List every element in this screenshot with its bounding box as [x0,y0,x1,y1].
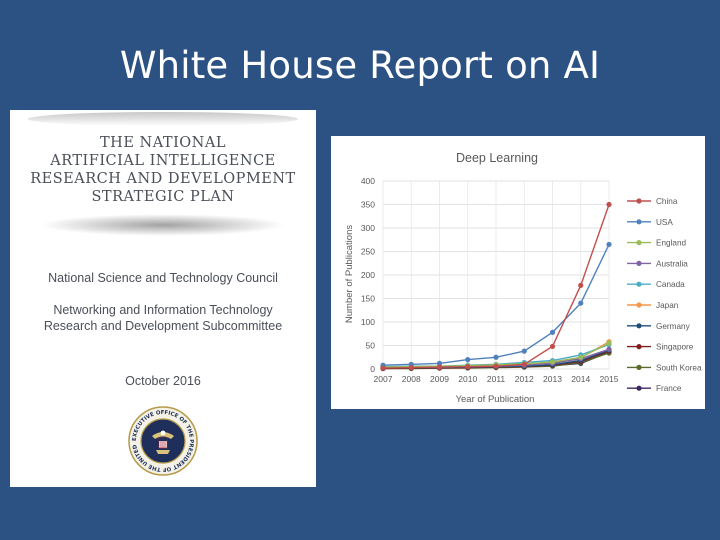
x-tick-label: 2014 [571,374,590,384]
legend-swatch-marker [636,302,642,308]
data-point [465,364,471,370]
data-point [521,348,527,354]
y-tick-label: 150 [361,294,375,304]
legend-entry: Germany [656,322,691,331]
legend-swatch-marker [636,219,642,225]
data-point [606,340,612,346]
x-tick-label: 2007 [374,374,393,384]
data-point [380,365,386,371]
y-tick-label: 400 [361,176,375,186]
legend-swatch-marker [636,198,642,204]
x-tick-label: 2013 [543,374,562,384]
legend-entry: South Korea [656,363,702,372]
data-point [549,329,556,335]
data-point [549,359,556,365]
data-point [493,363,499,369]
legend-entry: Australia [656,259,688,268]
legend-entry: China [656,197,678,206]
y-tick-label: 100 [361,317,375,327]
legend-entry: USA [656,218,673,227]
legend-swatch-marker [636,260,642,266]
legend-swatch-marker [636,385,642,391]
legend-entry: France [656,384,682,393]
y-tick-label: 250 [361,247,375,257]
chart-title: Deep Learning [456,151,538,165]
data-point [436,364,443,370]
slide-title: White House Report on AI [119,44,601,87]
cover-shadow-bottom [40,214,286,236]
x-axis-label: Year of Publication [456,394,535,405]
y-axis-label: Number of Publications [344,225,355,323]
subcommittee-name: Networking and Information Technology Re… [10,302,316,334]
data-point [549,343,556,350]
y-tick-label: 200 [361,270,375,280]
presidential-seal-icon: EXECUTIVE OFFICE OF THE PRESIDENT OF THE… [128,406,198,476]
data-point [578,300,584,306]
report-date: October 2016 [125,374,201,388]
subcommittee-line: Research and Development Subcommittee [43,319,283,333]
cover-title-line: RESEARCH AND DEVELOPMENT [30,171,296,187]
data-point [578,354,584,360]
legend-entry: England [656,239,686,248]
x-tick-label: 2015 [600,374,619,384]
data-point [606,201,612,208]
data-point [436,360,443,366]
x-tick-label: 2011 [487,374,506,384]
data-point [493,354,499,360]
legend-entry: Singapore [656,343,694,352]
legend-entry: Japan [656,301,679,310]
y-tick-label: 300 [361,223,375,233]
legend-entry: Canada [656,280,685,289]
cover-title-line: THE NATIONAL [100,135,226,151]
y-tick-label: 50 [366,341,376,351]
legend-swatch-marker [636,344,642,350]
legend-swatch-marker [636,281,642,287]
x-tick-label: 2010 [458,374,477,384]
x-tick-label: 2008 [402,374,421,384]
cover-title-line: ARTIFICIAL INTELLIGENCE [50,153,276,169]
data-point [521,361,527,367]
legend-swatch-marker [636,364,642,370]
subcommittee-line: Networking and Information Technology [53,303,273,317]
legend-swatch-marker [636,323,642,329]
data-point [408,364,414,371]
cover-title: THE NATIONAL ARTIFICIAL INTELLIGENCE RES… [10,134,316,206]
chart-svg: 0 50 100 150 200 250 300 350 400 2007 2008 2009 2010… [344,151,702,405]
data-point [578,282,584,288]
cover-title-line: STRATEGIC PLAN [91,189,235,205]
council-name: National Science and Technology Council [48,271,278,285]
data-point [606,241,612,248]
data-point [465,357,471,363]
y-tick-label: 0 [370,364,375,374]
cover-shadow-top [28,112,298,126]
report-cover: THE NATIONAL ARTIFICIAL INTELLIGENCE RES… [10,110,316,487]
data-point [606,346,612,352]
y-tick-label: 350 [361,200,375,210]
legend-swatch-marker [636,240,642,246]
deep-learning-chart: 0 50 100 150 200 250 300 350 400 2007 2008 2009 2010… [331,136,705,409]
x-tick-label: 2012 [515,374,534,384]
x-tick-label: 2009 [430,374,449,384]
